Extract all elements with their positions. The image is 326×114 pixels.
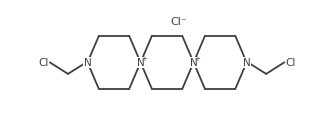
Text: Cl⁻: Cl⁻: [170, 17, 187, 27]
Text: N: N: [243, 58, 251, 68]
Text: +: +: [142, 55, 148, 61]
Text: N: N: [190, 58, 198, 68]
Text: N: N: [83, 58, 91, 68]
Text: +: +: [195, 55, 200, 61]
Text: Cl: Cl: [38, 58, 49, 68]
Text: Cl: Cl: [286, 58, 296, 68]
Text: N: N: [137, 58, 144, 68]
